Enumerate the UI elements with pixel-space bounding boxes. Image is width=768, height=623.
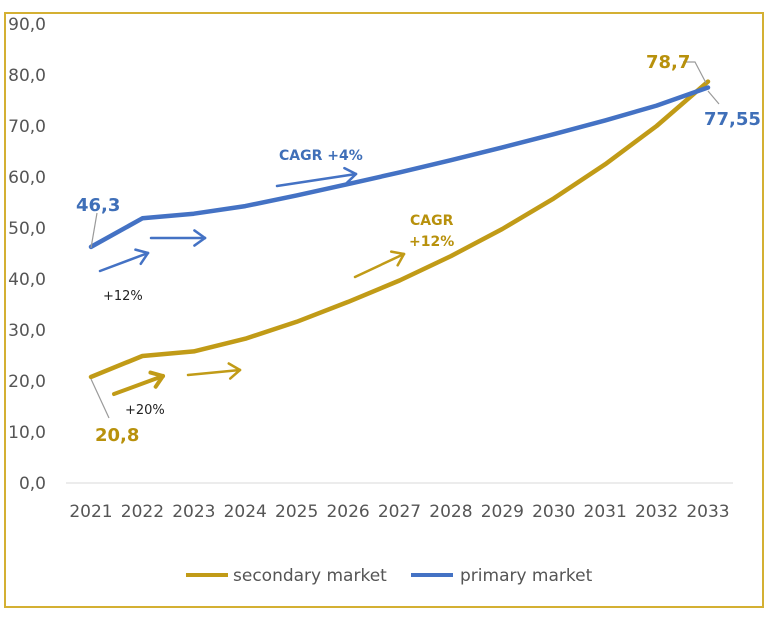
y-tick-label: 0,0 bbox=[19, 474, 46, 494]
x-tick-label: 2025 bbox=[275, 502, 318, 522]
primary-start-label: 46,3 bbox=[76, 195, 120, 216]
arrow-primary-2 bbox=[149, 229, 207, 247]
primary-growth-label: +12% bbox=[103, 289, 143, 304]
leader-secondary-end bbox=[683, 61, 707, 84]
x-tick-label: 2031 bbox=[584, 502, 627, 522]
x-tick-label: 2033 bbox=[686, 502, 729, 522]
y-tick-label: 70,0 bbox=[8, 117, 46, 137]
x-axis: 2021 2022 2023 2024 2025 2026 2027 2028 2029 2030… bbox=[69, 502, 729, 522]
primary-cagr-label: CAGR +4% bbox=[279, 148, 363, 164]
x-tick-label: 2027 bbox=[378, 502, 421, 522]
y-tick-label: 90,0 bbox=[8, 15, 46, 35]
secondary-end-label: 78,7 bbox=[646, 52, 690, 73]
arrow-secondary-1 bbox=[112, 370, 165, 396]
secondary-growth-label: +20% bbox=[125, 403, 165, 418]
y-axis: 0,0 10,0 20,0 30,0 40,0 50,0 60,0 70,0 80,0 90,0 bbox=[8, 15, 46, 494]
x-tick-label: 2028 bbox=[429, 502, 472, 522]
chart-frame bbox=[4, 12, 764, 608]
growth-arrows bbox=[98, 166, 406, 396]
x-tick-label: 2030 bbox=[532, 502, 575, 522]
y-tick-label: 60,0 bbox=[8, 168, 46, 188]
secondary-cagr-label-line1: CAGR bbox=[410, 213, 454, 229]
primary-end-label: 77,55 bbox=[704, 109, 761, 130]
x-tick-label: 2021 bbox=[69, 502, 112, 522]
secondary-cagr-label-line2: +12% bbox=[409, 234, 454, 250]
x-tick-label: 2023 bbox=[172, 502, 215, 522]
arrow-secondary-2 bbox=[186, 362, 242, 380]
x-tick-label: 2024 bbox=[224, 502, 267, 522]
x-tick-label: 2029 bbox=[481, 502, 524, 522]
secondary-start-label: 20,8 bbox=[95, 425, 139, 446]
x-tick-label: 2032 bbox=[635, 502, 678, 522]
y-tick-label: 80,0 bbox=[8, 66, 46, 86]
series-lines bbox=[88, 79, 711, 380]
series-line-secondary bbox=[88, 79, 711, 380]
leader-primary-start bbox=[90, 212, 98, 249]
legend: secondary market primary market bbox=[186, 566, 593, 586]
leader-lines bbox=[90, 61, 720, 419]
x-tick-label: 2022 bbox=[121, 502, 164, 522]
y-tick-label: 50,0 bbox=[8, 219, 46, 239]
y-tick-label: 10,0 bbox=[8, 423, 46, 443]
leader-secondary-start bbox=[90, 378, 110, 419]
arrow-primary-cagr bbox=[275, 166, 358, 188]
legend-label-secondary: secondary market bbox=[233, 566, 387, 586]
y-tick-label: 30,0 bbox=[8, 321, 46, 341]
y-tick-label: 40,0 bbox=[8, 270, 46, 290]
arrow-secondary-cagr bbox=[353, 250, 406, 279]
x-tick-label: 2026 bbox=[326, 502, 369, 522]
y-tick-label: 20,0 bbox=[8, 372, 46, 392]
series-line-primary bbox=[88, 85, 711, 250]
arrow-primary-1 bbox=[98, 248, 150, 273]
legend-label-primary: primary market bbox=[460, 566, 593, 586]
leader-primary-end bbox=[707, 90, 720, 105]
